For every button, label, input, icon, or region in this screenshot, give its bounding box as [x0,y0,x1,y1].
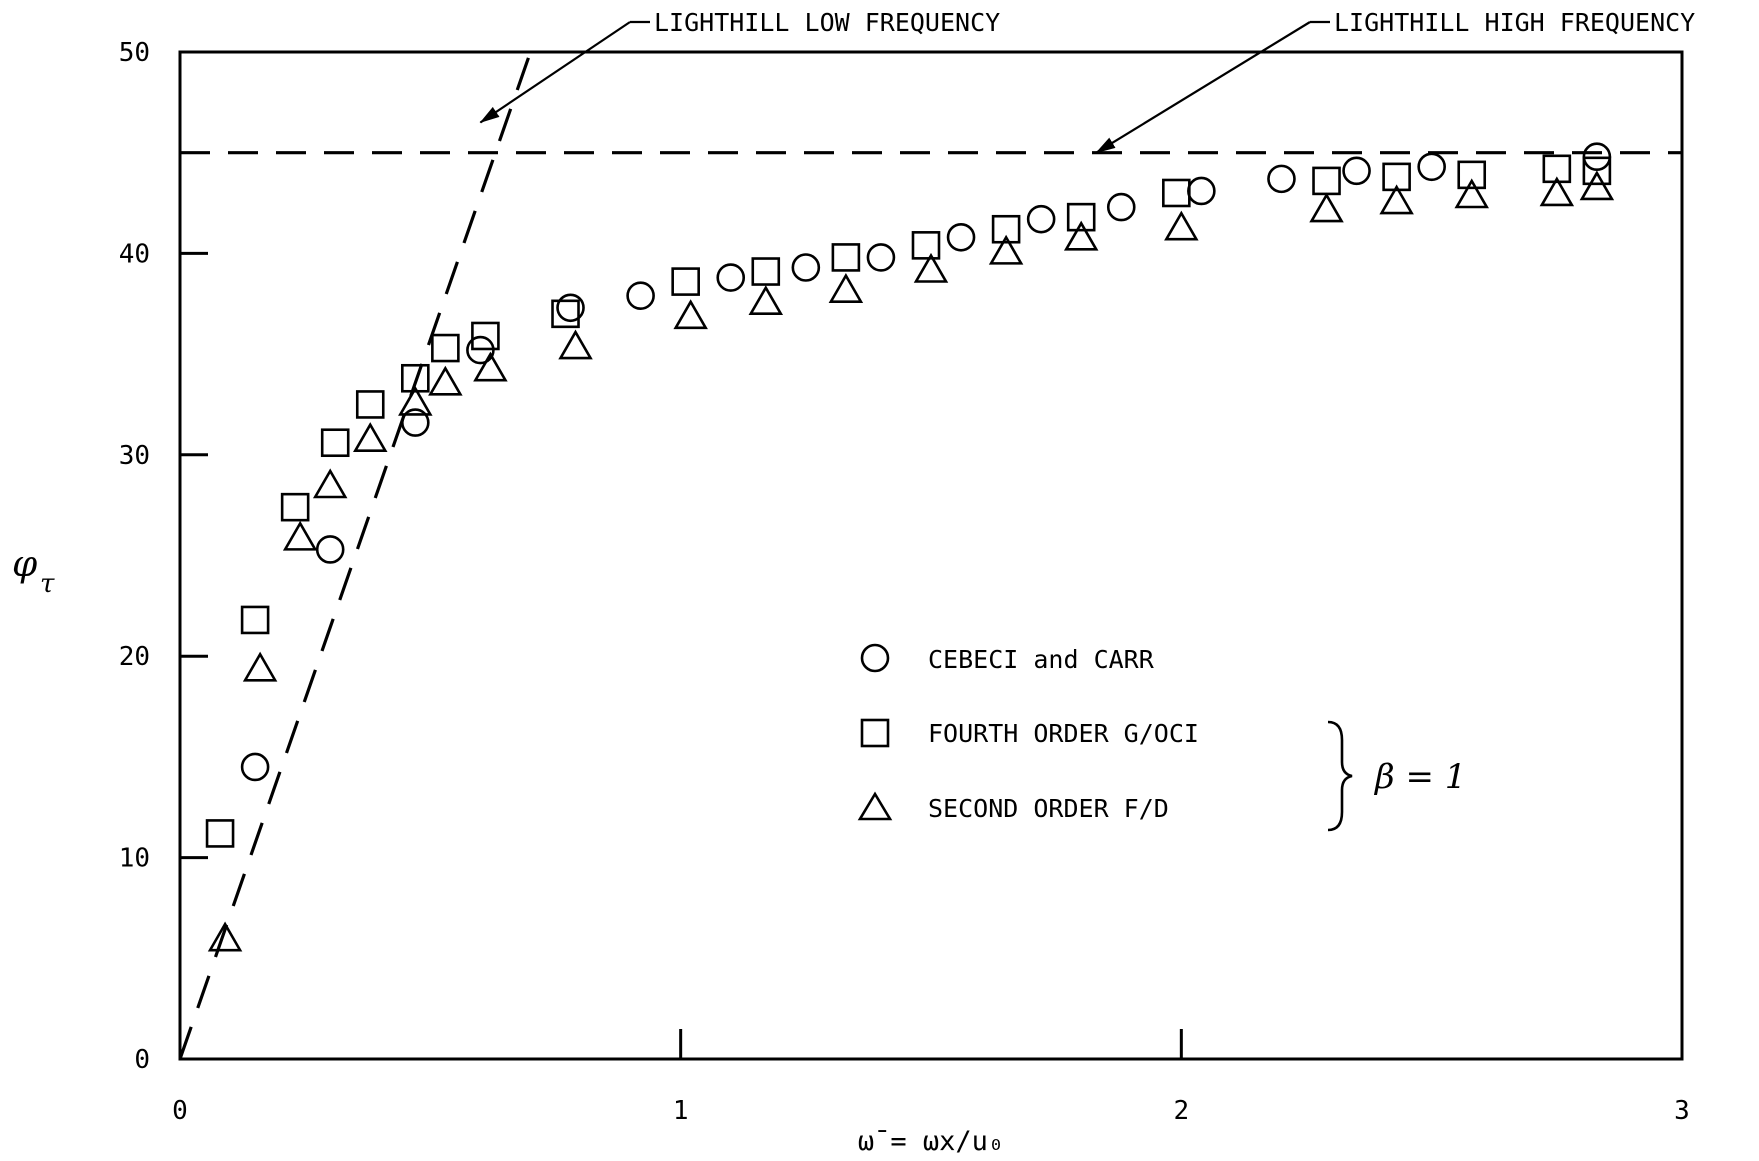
y-tick-label: 50 [119,38,150,68]
point-second-order [748,285,784,316]
x-axis-label: ω̄ = ωx/u₀ [858,1126,1004,1157]
point-second-order [558,329,593,360]
point-fourth-order [1382,162,1411,192]
callout-arrow [479,21,631,124]
point-cebeci-carr [1342,156,1371,186]
legend-label-fourth-order: FOURTH ORDER G/OCI [928,719,1199,748]
reference-line-lighthill-low [178,51,532,1060]
data-markers [205,142,1615,952]
point-second-order [1164,210,1199,241]
point-fourth-order [1312,166,1341,196]
legend: CEBECI and CARR FOURTH ORDER G/OCI SECON… [857,643,1466,832]
callout-arrow [1095,21,1311,154]
legend-item-fourth-order: FOURTH ORDER G/OCI [860,718,1199,748]
point-cebeci-carr [791,253,821,282]
legend-triangle-icon [857,791,893,821]
point-fourth-order [1582,156,1612,186]
point-second-order [1539,176,1575,207]
point-fourth-order [911,231,941,260]
x-tick-label: 1 [673,1096,689,1126]
point-second-order [1063,220,1099,251]
y-tick-label: 10 [119,844,150,874]
point-fourth-order [280,492,310,522]
point-second-order [673,299,708,330]
x-tick-label: 3 [1674,1096,1690,1126]
y-axis-label: φ τ [12,544,55,599]
point-second-order [913,252,949,283]
legend-item-second-order: SECOND ORDER F/D [857,791,1169,823]
point-cebeci-carr [240,752,270,782]
callout-label: LIGHTHILL HIGH FREQUENCY [1334,8,1695,37]
point-second-order [398,385,433,416]
point-fourth-order [991,214,1021,244]
point-cebeci-carr [401,408,430,437]
point-second-order [428,365,463,396]
point-fourth-order [751,257,781,286]
point-cebeci-carr [1187,176,1216,206]
point-cebeci-carr [1106,192,1136,222]
brace-icon [1327,720,1353,832]
x-tick-label: 0 [172,1096,188,1126]
point-cebeci-carr [1417,152,1446,182]
callouts: LIGHTHILL LOW FREQUENCY LIGHTHILL HIGH FR… [479,8,1695,154]
point-cebeci-carr [556,293,585,323]
point-fourth-order [431,333,460,363]
x-tick-label: 2 [1174,1096,1190,1126]
axis-ticks [180,251,1183,1059]
point-second-order [242,651,278,682]
point-fourth-order [831,243,861,272]
y-tick-label: 0 [134,1045,150,1075]
point-fourth-order [320,428,350,458]
point-cebeci-carr [716,263,746,292]
svg-text:φ: φ [12,544,38,585]
reference-lines [178,51,1682,1060]
point-cebeci-carr [1026,204,1056,234]
point-fourth-order [1066,202,1096,232]
beta-label: β = 1 [1373,757,1466,797]
callout-label: LIGHTHILL LOW FREQUENCY [654,8,1000,37]
point-cebeci-carr [315,535,345,564]
point-second-order [473,351,508,382]
point-second-order [312,468,348,499]
legend-item-cebeci-carr: CEBECI and CARR [860,643,1155,674]
point-fourth-order [551,299,580,329]
point-second-order [1309,192,1344,223]
point-fourth-order [671,267,700,296]
point-fourth-order [355,390,385,419]
point-fourth-order [401,363,430,393]
y-tick-label: 30 [119,441,150,471]
legend-label-second-order: SECOND ORDER F/D [928,794,1169,823]
point-fourth-order [1542,154,1572,184]
point-second-order [1579,170,1615,201]
plot-frame [178,50,1684,1061]
point-second-order [282,520,318,551]
point-fourth-order [240,605,270,635]
legend-square-icon [860,718,890,748]
point-second-order [828,273,864,303]
y-tick-label: 40 [119,239,150,269]
point-cebeci-carr [1267,164,1296,194]
point-fourth-order [1162,178,1191,208]
y-tick-label: 20 [119,642,150,672]
point-second-order [353,422,388,452]
point-second-order [1379,184,1414,215]
point-cebeci-carr [946,222,976,252]
point-second-order [1454,178,1489,209]
point-cebeci-carr [866,243,896,272]
point-fourth-order [471,321,500,351]
svg-text:τ: τ [40,569,55,599]
point-cebeci-carr [626,281,655,310]
point-fourth-order [1457,160,1487,190]
point-second-order [988,234,1024,265]
legend-label-cebeci-carr: CEBECI and CARR [928,645,1155,674]
point-fourth-order [205,819,235,848]
point-second-order [207,921,243,952]
legend-circle-icon [860,643,890,673]
